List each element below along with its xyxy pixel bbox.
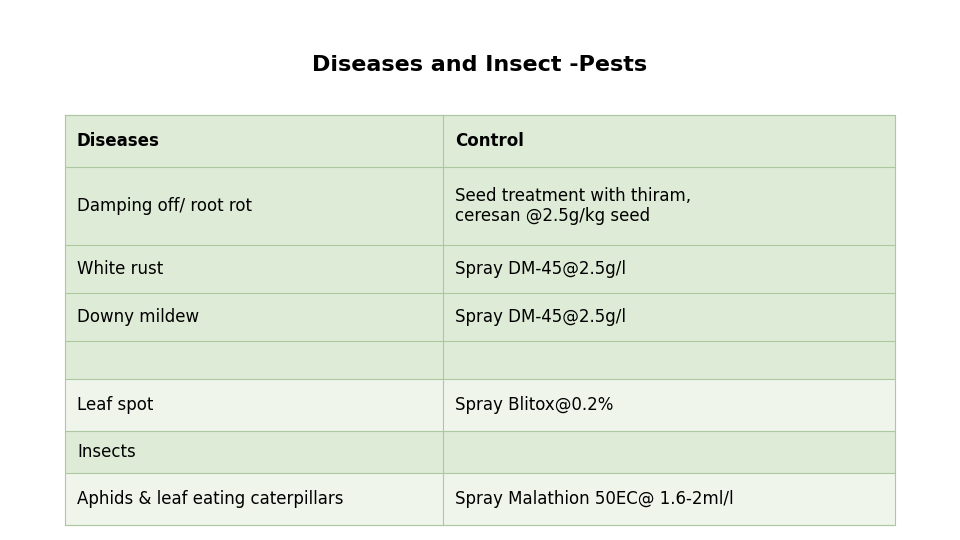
- Text: Diseases: Diseases: [77, 132, 160, 150]
- Text: Leaf spot: Leaf spot: [77, 396, 154, 414]
- Bar: [65, 167, 895, 245]
- Bar: [65, 379, 895, 431]
- Text: Damping off/ root rot: Damping off/ root rot: [77, 197, 252, 215]
- Bar: [65, 115, 895, 167]
- Text: Spray DM-45@2.5g/l: Spray DM-45@2.5g/l: [455, 260, 626, 278]
- Text: Aphids & leaf eating caterpillars: Aphids & leaf eating caterpillars: [77, 490, 344, 508]
- Bar: [65, 473, 895, 525]
- Bar: [65, 431, 895, 473]
- Text: Control: Control: [455, 132, 523, 150]
- Text: Insects: Insects: [77, 443, 135, 461]
- Text: Diseases and Insect -Pests: Diseases and Insect -Pests: [312, 55, 648, 75]
- Text: Spray Malathion 50EC@ 1.6-2ml/l: Spray Malathion 50EC@ 1.6-2ml/l: [455, 490, 733, 508]
- Bar: [65, 245, 895, 293]
- Text: Downy mildew: Downy mildew: [77, 308, 199, 326]
- Text: Spray Blitox@0.2%: Spray Blitox@0.2%: [455, 396, 613, 414]
- Bar: [65, 293, 895, 341]
- Text: White rust: White rust: [77, 260, 163, 278]
- Text: Spray DM-45@2.5g/l: Spray DM-45@2.5g/l: [455, 308, 626, 326]
- Bar: [65, 341, 895, 379]
- Text: Seed treatment with thiram,
ceresan @2.5g/kg seed: Seed treatment with thiram, ceresan @2.5…: [455, 187, 691, 225]
